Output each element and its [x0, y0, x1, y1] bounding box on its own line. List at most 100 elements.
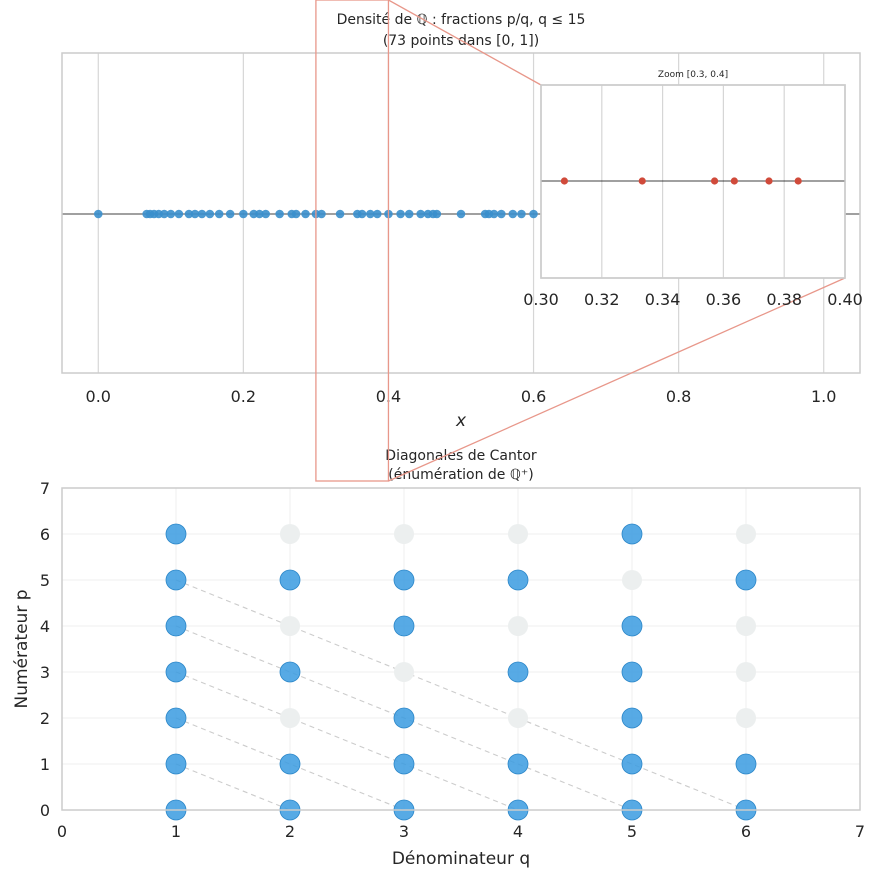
cantor-ytick-label: 7: [40, 479, 50, 498]
density-point: [166, 209, 176, 219]
cantor-ytick-label: 1: [40, 755, 50, 774]
cantor-ytick-label: 2: [40, 709, 50, 728]
cantor-point-active: [621, 707, 643, 729]
cantor-ytick-label: 5: [40, 571, 50, 590]
density-point: [357, 209, 367, 219]
density-point: [366, 209, 375, 219]
cantor-axes-frame: [61, 487, 861, 811]
cantor-point-active: [279, 569, 301, 591]
cantor-point-active: [165, 569, 187, 591]
inset-tick-labels: 0.30 0.32 0.34 0.36 0.38 0.40: [523, 290, 863, 309]
cantor-point-active: [165, 661, 187, 683]
density-point: [529, 209, 538, 219]
density-point: [432, 209, 442, 219]
cantor-point-active: [279, 753, 301, 775]
density-point: [159, 209, 169, 219]
inset-point: [560, 177, 569, 185]
density-point: [489, 209, 499, 219]
cantor-point-inactive: [508, 708, 528, 728]
inset-xtick-label: 0.30: [523, 290, 559, 309]
density-xtick-label: 1.0: [811, 387, 836, 406]
density-point: [239, 209, 248, 219]
density-xlabel: x: [455, 411, 467, 431]
cantor-xtick-label: 1: [171, 822, 181, 841]
cantor-xlabel: Dénominateur q: [392, 849, 530, 869]
cantor-diagonal: [175, 579, 747, 811]
cantor-title-line1: Diagonales de Cantor: [385, 448, 537, 464]
density-point: [190, 209, 200, 219]
cantor-point-active: [621, 523, 643, 545]
zoom-connector-top: [388, 0, 542, 86]
density-xtick-label: 0.6: [521, 387, 546, 406]
density-point: [372, 209, 382, 219]
cantor-ytick-label: 6: [40, 525, 50, 544]
density-point: [416, 209, 425, 219]
density-point: [174, 209, 184, 219]
cantor-point-inactive: [736, 524, 756, 544]
inset-point: [765, 177, 773, 185]
cantor-xtick-label: 4: [513, 822, 523, 841]
cantor-point-inactive: [736, 662, 756, 682]
density-point: [517, 209, 526, 219]
density-point: [404, 209, 414, 219]
cantor-diagonal: [175, 671, 519, 811]
cantor-ytick-label: 4: [40, 617, 50, 636]
density-point: [225, 209, 235, 219]
density-point: [205, 209, 215, 219]
cantor-point-active: [621, 661, 643, 683]
cantor-xtick-label: 6: [741, 822, 751, 841]
cantor-points: [165, 523, 757, 821]
inset-point: [638, 177, 646, 185]
cantor-xtick-label: 2: [285, 822, 295, 841]
cantor-point-active: [507, 753, 529, 775]
zoom-connectors: [315, 0, 846, 482]
density-point: [93, 209, 103, 219]
cantor-point-active: [507, 661, 529, 683]
cantor-point-active: [165, 523, 187, 545]
cantor-point-inactive: [394, 662, 414, 682]
inset-points: [560, 177, 802, 185]
inset-point: [794, 177, 802, 185]
cantor-point-inactive: [736, 616, 756, 636]
cantor-point-inactive: [280, 616, 300, 636]
density-title-line1: Densité de ℚ : fractions p/q, q ≤ 15: [337, 12, 586, 28]
density-point: [255, 209, 264, 219]
zoom-region-box: [315, 0, 390, 482]
density-tick-labels: 0.0 0.2 0.4 0.6 0.8 1.0: [86, 387, 837, 406]
density-xtick-label: 0.0: [86, 387, 111, 406]
density-xtick-label: 0.2: [231, 387, 256, 406]
cantor-xtick-label: 0: [57, 822, 67, 841]
density-point: [214, 209, 224, 219]
cantor-ytick-label: 3: [40, 663, 50, 682]
cantor-point-active: [621, 753, 643, 775]
cantor-xtick-label: 7: [855, 822, 865, 841]
cantor-point-inactive: [736, 708, 756, 728]
zoom-connector-bottom: [388, 277, 846, 482]
cantor-point-active: [621, 615, 643, 637]
cantor-point-inactive: [508, 524, 528, 544]
density-point: [508, 209, 518, 219]
density-point: [197, 209, 207, 219]
cantor-point-active: [507, 569, 529, 591]
cantor-diagonal: [175, 763, 291, 811]
density-point: [456, 209, 466, 219]
inset-xtick-label: 0.32: [584, 290, 620, 309]
inset-point: [710, 177, 719, 185]
cantor-ylabel: Numérateur p: [12, 590, 32, 709]
density-point: [317, 209, 326, 219]
cantor-diagonals: [175, 579, 747, 811]
cantor-point-active: [165, 753, 187, 775]
inset-xtick-label: 0.40: [827, 290, 863, 309]
cantor-title-line2: (énumération de ℚ⁺): [388, 467, 534, 483]
cantor-point-inactive: [280, 708, 300, 728]
cantor-point-inactive: [622, 570, 642, 590]
cantor-panel: Diagonales de Cantor (énumération de ℚ⁺)…: [12, 448, 865, 869]
inset-point: [730, 177, 738, 185]
density-point: [261, 209, 271, 219]
cantor-ytick-label: 0: [40, 801, 50, 820]
density-xtick-label: 0.8: [666, 387, 691, 406]
density-point: [291, 209, 301, 219]
inset-frame-border: [540, 84, 846, 279]
zoom-inset: Zoom [0.3, 0.4] 0.30 0.32 0.34 0.36 0.38 0.40: [523, 70, 863, 309]
density-axes-frame: [61, 52, 861, 374]
